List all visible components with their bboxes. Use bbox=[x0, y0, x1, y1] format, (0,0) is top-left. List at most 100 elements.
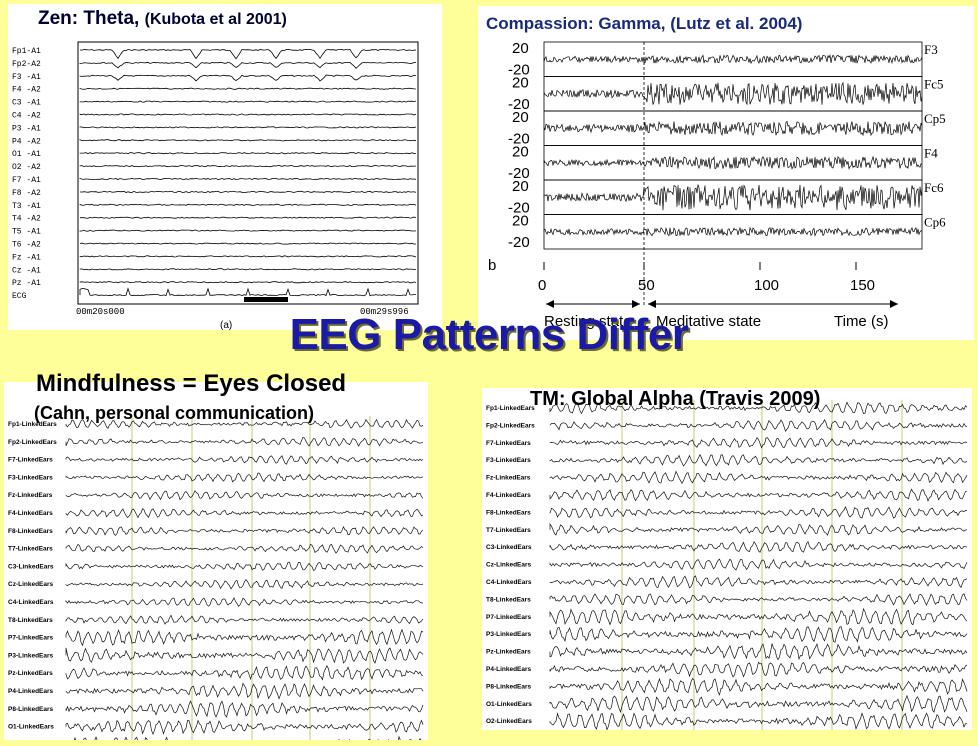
mindfulness-channel-label: Fz-LinkedEars bbox=[8, 492, 53, 499]
zen-scale-bar bbox=[244, 297, 288, 302]
compassion-y-tick-bottom: -20 bbox=[508, 96, 530, 113]
mindfulness-channel-label: C3-LinkedEars bbox=[8, 563, 54, 570]
mindfulness-trace bbox=[65, 418, 424, 430]
tm-channel-label: Fp2-LinkedEars bbox=[486, 422, 535, 429]
compassion-channel-label: Fc5 bbox=[924, 77, 944, 92]
zen-trace bbox=[79, 48, 417, 60]
compassion-channel-label: F3 bbox=[924, 42, 938, 57]
tm-channel-label: Fz-LinkedEars bbox=[486, 475, 531, 482]
mindfulness-trace bbox=[65, 579, 424, 590]
mindfulness-eeg-panel: Fp1-LinkedEars Fp2-LinkedEars F7-LinkedEar… bbox=[4, 382, 428, 740]
zen-eeg-plot: Fp1-A1 Fp2-A2 F3 -A1 F4 -A2 C3 -A1 C4 -A2 P3 -… bbox=[12, 41, 419, 330]
compassion-y-tick-top: 20 bbox=[512, 75, 529, 92]
mindfulness-channel-label: T8-LinkedEars bbox=[8, 617, 53, 624]
compassion-meditative-label: Meditative state bbox=[656, 313, 761, 330]
tm-eeg-panel: Fp1-LinkedEars Fp2-LinkedEars F7-LinkedEar… bbox=[482, 388, 972, 730]
mindfulness-channel-label: P7-LinkedEars bbox=[8, 635, 54, 642]
compassion-resting-label: Resting state bbox=[544, 313, 632, 330]
compassion-panel-letter: b bbox=[488, 257, 496, 274]
tm-trace bbox=[549, 506, 968, 519]
mindfulness-channel-label: F7-LinkedEars bbox=[8, 457, 53, 464]
mindfulness-trace bbox=[65, 525, 424, 536]
zen-trace bbox=[79, 113, 417, 116]
zen-trace bbox=[79, 216, 417, 219]
zen-trace bbox=[79, 177, 417, 181]
zen-title: Zen: Theta, (Kubota et al 2001) bbox=[38, 8, 287, 30]
mindfulness-channel-label: T7-LinkedEars bbox=[8, 546, 53, 553]
zen-eeg-panel: Fp1-A1 Fp2-A2 F3 -A1 F4 -A2 C3 -A1 C4 -A2 P3 -… bbox=[8, 4, 442, 330]
tm-trace bbox=[549, 558, 968, 571]
mindfulness-channel-label: F4-LinkedEars bbox=[8, 510, 53, 517]
zen-trace bbox=[79, 165, 416, 168]
zen-trace bbox=[79, 281, 417, 284]
mindfulness-channel-label: C4-LinkedEars bbox=[8, 599, 54, 606]
mindfulness-trace bbox=[65, 455, 424, 465]
mindfulness-channel-label: Fp1-LinkedEars bbox=[8, 421, 57, 428]
compassion-trace bbox=[543, 155, 923, 170]
zen-time-start: 00m20s000 bbox=[76, 307, 125, 317]
zen-channel-label: T6 -A2 bbox=[12, 241, 41, 250]
mindfulness-trace bbox=[65, 472, 424, 483]
zen-trace bbox=[79, 126, 417, 129]
compassion-trace bbox=[543, 81, 923, 106]
zen-channel-label: O2 -A2 bbox=[12, 163, 41, 172]
zen-channel-label: Fp1-A1 bbox=[12, 47, 41, 56]
compassion-x-tick-label: 50 bbox=[638, 277, 655, 294]
mindfulness-channel-label: F3-LinkedEars bbox=[8, 474, 53, 481]
mindfulness-trace bbox=[65, 437, 424, 447]
compassion-y-tick-bottom: -20 bbox=[508, 131, 530, 148]
zen-trace bbox=[79, 139, 417, 142]
mindfulness-channel-label: Fp2-LinkedEars bbox=[8, 439, 57, 446]
compassion-row-frame bbox=[543, 214, 923, 250]
zen-trace bbox=[79, 74, 417, 82]
compassion-trace bbox=[543, 120, 923, 137]
mindfulness-trace bbox=[65, 628, 424, 647]
mindfulness-trace bbox=[65, 561, 424, 572]
zen-channel-label: T3 -A1 bbox=[12, 202, 41, 211]
tm-trace bbox=[549, 453, 968, 467]
zen-channel-label: Pz -A1 bbox=[12, 279, 41, 288]
tm-trace bbox=[549, 626, 968, 643]
mindfulness-title: Mindfulness = Eyes Closed bbox=[36, 370, 347, 397]
tm-trace bbox=[549, 607, 968, 626]
compassion-y-tick-top: 20 bbox=[512, 109, 529, 126]
tm-channel-label: Fp1-LinkedEars bbox=[486, 405, 535, 412]
tm-channel-label: T8-LinkedEars bbox=[486, 596, 531, 603]
zen-trace bbox=[79, 61, 417, 69]
zen-trace bbox=[79, 229, 417, 232]
tm-channel-label: F7-LinkedEars bbox=[486, 440, 531, 447]
tm-channel-label: C4-LinkedEars bbox=[486, 579, 532, 586]
compassion-y-tick-bottom: -20 bbox=[508, 62, 530, 79]
tm-trace bbox=[549, 523, 968, 536]
zen-channel-label: F7 -A1 bbox=[12, 176, 41, 185]
zen-trace bbox=[79, 268, 416, 271]
mindfulness-trace bbox=[73, 735, 422, 740]
zen-channel-label: P4 -A2 bbox=[12, 137, 41, 146]
compassion-trace bbox=[543, 53, 923, 65]
compassion-eeg-panel: 20 -20 F3 20 -20 Fc5 20 -20 Cp5 20 -20 F4 20 -20 Fc6 20… bbox=[478, 6, 974, 340]
compassion-channel-label: Fc6 bbox=[924, 180, 944, 195]
mindfulness-trace bbox=[65, 508, 424, 519]
mindfulness-channel-label: P8-LinkedEars bbox=[8, 706, 54, 713]
tm-trace bbox=[549, 677, 968, 696]
tm-trace bbox=[549, 575, 968, 589]
zen-trace bbox=[79, 100, 417, 103]
mindfulness-trace bbox=[65, 719, 424, 736]
zen-panel-label: (a) bbox=[220, 320, 232, 330]
tm-eeg-plot: Fp1-LinkedEars Fp2-LinkedEars F7-LinkedEar… bbox=[486, 400, 968, 730]
mindfulness-channel-label: F8-LinkedEars bbox=[8, 528, 53, 535]
zen-time-end: 00m29s996 bbox=[360, 307, 409, 317]
zen-trace bbox=[79, 242, 417, 245]
tm-channel-label: C3-LinkedEars bbox=[486, 544, 532, 551]
mindfulness-channel-label: Pz-LinkedEars bbox=[8, 670, 53, 677]
zen-trace bbox=[79, 190, 417, 193]
mindfulness-trace bbox=[65, 647, 424, 664]
tm-channel-label: T7-LinkedEars bbox=[486, 527, 531, 534]
tm-trace bbox=[549, 712, 968, 730]
tm-channel-label: P3-LinkedEars bbox=[486, 631, 532, 638]
mindfulness-channel-label: Cz-LinkedEars bbox=[8, 581, 54, 588]
zen-title-ref: (Kubota et al 2001) bbox=[144, 11, 287, 28]
compassion-trace bbox=[543, 226, 923, 237]
zen-trace bbox=[79, 87, 417, 90]
tm-channel-label: O1-LinkedEars bbox=[486, 701, 532, 708]
